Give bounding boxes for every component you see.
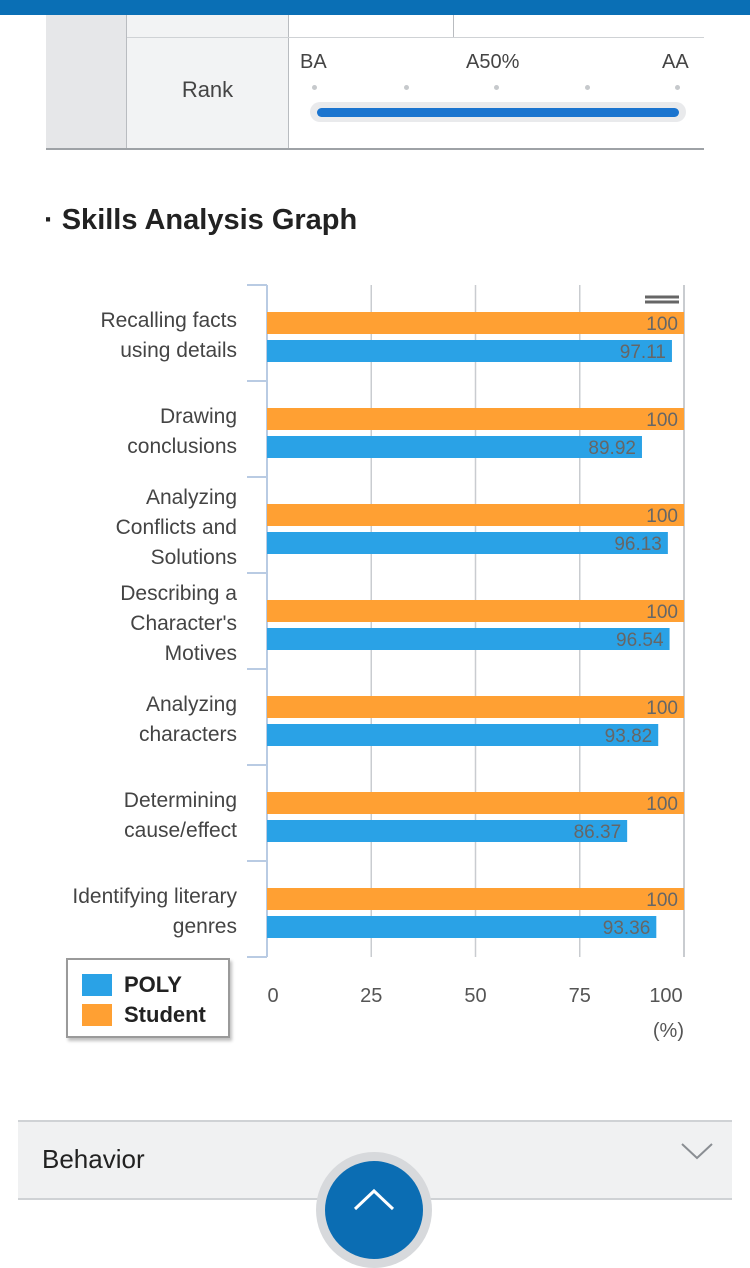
legend-swatch-poly xyxy=(82,974,112,996)
legend-item-student: Student xyxy=(82,1002,206,1028)
rank-dot xyxy=(585,85,590,90)
category-label: Conflicts and xyxy=(116,516,237,539)
legend-item-poly: POLY xyxy=(82,972,182,998)
legend-label-poly: POLY xyxy=(124,972,182,997)
bar-student xyxy=(267,504,684,526)
arrow-up-icon xyxy=(353,1188,395,1211)
section-title-text: Skills Analysis Graph xyxy=(61,204,358,236)
table-bottom-border xyxy=(46,148,704,150)
bar-student xyxy=(267,600,684,622)
rank-progress-fill xyxy=(317,108,679,117)
x-tick-label: 25 xyxy=(360,985,382,1007)
bar-value-label: 96.13 xyxy=(614,534,662,555)
chevron-down-icon[interactable] xyxy=(680,1140,714,1162)
bar-value-label: 100 xyxy=(646,506,678,527)
bar-poly xyxy=(267,724,659,746)
bar-poly xyxy=(267,340,672,362)
bar-poly xyxy=(267,916,657,938)
bar-student xyxy=(267,696,684,718)
scroll-top-button[interactable] xyxy=(316,1152,432,1268)
rank-label: Rank xyxy=(181,77,234,102)
top-bar xyxy=(0,0,750,15)
row-divider xyxy=(127,37,704,38)
behavior-label: Behavior xyxy=(42,1144,145,1174)
category-label: conclusions xyxy=(127,435,237,458)
bar-value-label: 86.37 xyxy=(574,822,622,843)
rank-progress-track xyxy=(310,102,686,122)
category-label: Character's xyxy=(130,612,237,635)
rank-dot xyxy=(312,85,317,90)
category-label: Determining xyxy=(124,789,237,812)
rank-dot xyxy=(675,85,680,90)
legend-swatch-student xyxy=(82,1004,112,1026)
category-label: genres xyxy=(173,915,237,938)
section-title: · Skills Analysis Graph xyxy=(44,204,358,236)
category-label: Solutions xyxy=(151,546,237,569)
category-label: Drawing xyxy=(160,405,237,428)
skills-bar-chart: 100 97.11 Recalling facts using details 100 8… xyxy=(72,284,685,1042)
category-label: Analyzing xyxy=(146,486,237,509)
bar-value-label: 93.82 xyxy=(605,726,653,747)
x-unit-label: (%) xyxy=(653,1020,684,1042)
bar-student xyxy=(267,312,684,334)
bar-value-label: 100 xyxy=(646,794,678,815)
chart-legend: POLY Student xyxy=(66,958,230,1038)
category-label: Identifying literary xyxy=(72,885,237,908)
bar-value-label: 97.11 xyxy=(620,342,666,363)
x-tick-label: 100 xyxy=(649,985,682,1007)
x-tick-label: 75 xyxy=(569,985,591,1007)
bar-value-label: 100 xyxy=(646,410,678,431)
category-label: Recalling facts xyxy=(100,309,237,332)
bar-poly xyxy=(267,436,642,458)
rank-table: Rank BA A50% AA xyxy=(46,15,704,150)
legend-label-student: Student xyxy=(124,1002,206,1027)
x-tick-label: 50 xyxy=(464,985,486,1007)
x-tick-label: 0 xyxy=(267,985,278,1007)
rank-tick-aa: AA xyxy=(662,51,689,73)
rank-gutter xyxy=(46,15,127,148)
bar-value-label: 100 xyxy=(646,698,678,719)
bar-poly xyxy=(267,820,628,842)
category-label: using details xyxy=(120,339,237,362)
bar-student xyxy=(267,408,684,430)
bar-value-label: 96.54 xyxy=(616,630,664,651)
bar-student xyxy=(267,792,684,814)
bar-value-label: 93.36 xyxy=(603,918,651,939)
bar-value-label: 100 xyxy=(646,602,678,623)
menu-icon xyxy=(645,295,679,304)
bar-value-label: 100 xyxy=(646,890,678,911)
rank-tick-a50: A50% xyxy=(466,51,520,73)
bar-student xyxy=(267,888,684,910)
scroll-top-inner xyxy=(325,1161,423,1259)
category-label: Describing a xyxy=(120,582,237,605)
category-label: Analyzing xyxy=(146,693,237,716)
category-label: Motives xyxy=(165,642,237,665)
bar-value-label: 100 xyxy=(646,314,678,335)
category-label: characters xyxy=(139,723,237,746)
rank-dot xyxy=(494,85,499,90)
bar-value-label: 89.92 xyxy=(588,438,636,459)
category-label: cause/effect xyxy=(124,819,237,842)
bar-poly xyxy=(267,628,670,650)
previous-row-cell xyxy=(289,15,454,37)
rank-tick-ba: BA xyxy=(300,51,327,73)
bar-poly xyxy=(267,532,668,554)
rank-dot xyxy=(404,85,409,90)
